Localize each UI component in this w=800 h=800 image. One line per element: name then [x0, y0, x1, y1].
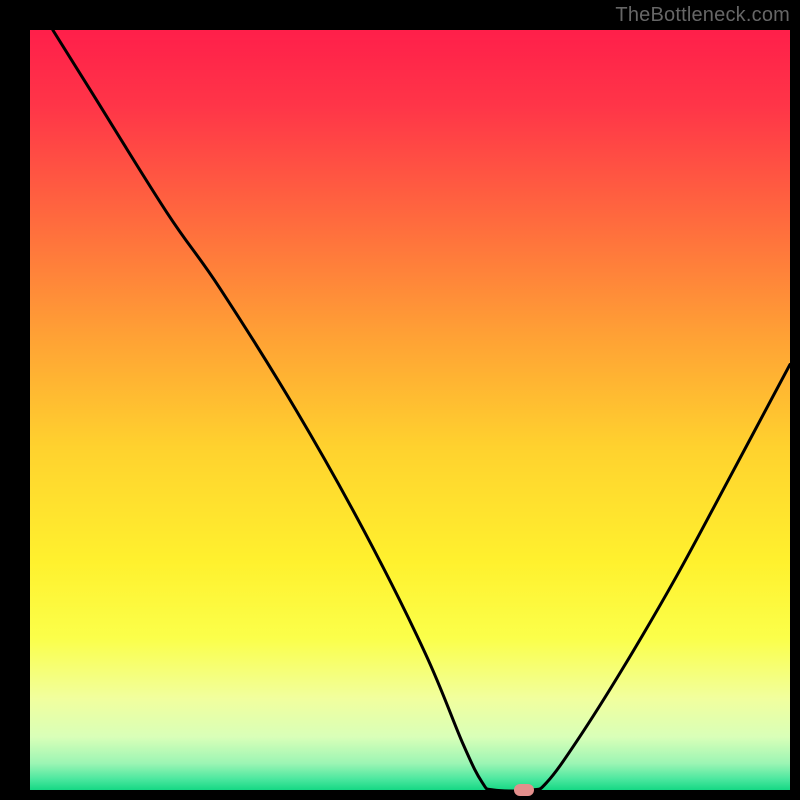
- plot-background: [30, 30, 790, 790]
- bottleneck-chart: [0, 0, 800, 800]
- chart-root: TheBottleneck.com: [0, 0, 800, 800]
- optimal-marker: [514, 784, 534, 796]
